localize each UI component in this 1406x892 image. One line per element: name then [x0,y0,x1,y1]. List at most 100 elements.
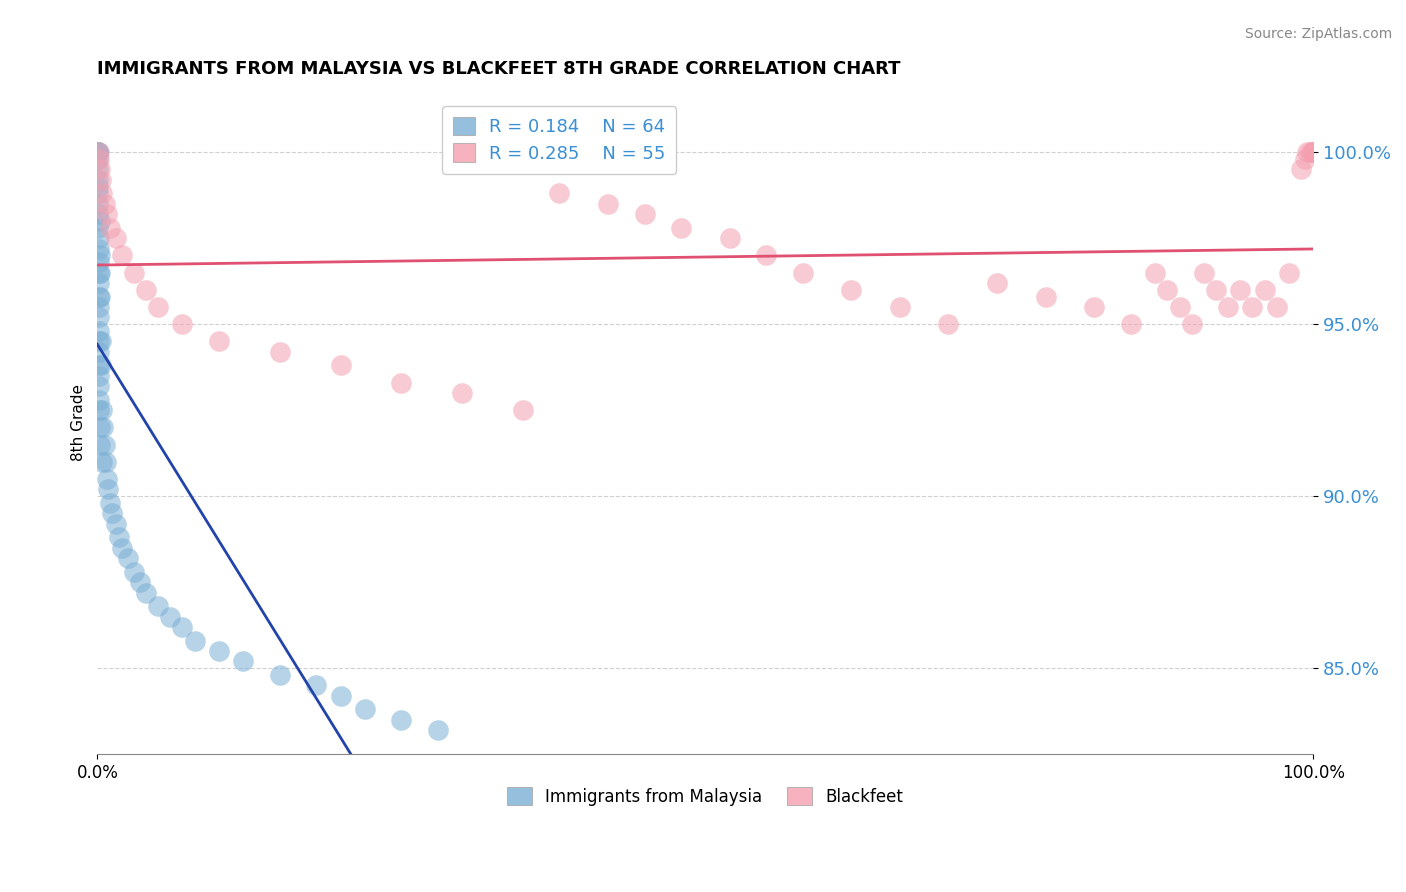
Point [87,145,110,160]
Point [87,145,110,160]
Point [87,290,110,304]
Point [122,266,145,280]
Point [87,310,110,325]
Point [669,220,692,235]
Point [305,678,328,692]
Point [183,633,205,648]
Point [108,531,131,545]
Y-axis label: 8th Grade: 8th Grade [72,384,86,461]
Point [1035,290,1057,304]
Point [718,231,741,245]
Point [1119,317,1142,331]
Point [633,207,655,221]
Point [512,403,534,417]
Point [87,145,110,160]
Point [87,162,110,177]
Point [1218,300,1240,314]
Point [146,300,169,314]
Point [87,276,110,290]
Point [1302,145,1324,160]
Point [1205,283,1227,297]
Point [90,403,112,417]
Point [389,376,412,390]
Point [111,248,134,262]
Point [172,620,194,634]
Point [87,196,110,211]
Point [91,455,114,469]
Point [111,541,134,555]
Point [96,207,118,221]
Point [87,220,110,235]
Point [89,403,111,417]
Point [269,344,291,359]
Point [89,290,111,304]
Point [1144,266,1167,280]
Point [87,231,110,245]
Point [94,455,117,469]
Point [104,516,127,531]
Point [87,152,110,166]
Point [87,242,110,256]
Point [89,359,111,373]
Point [938,317,960,331]
Point [129,575,152,590]
Text: IMMIGRANTS FROM MALAYSIA VS BLACKFEET 8TH GRADE CORRELATION CHART: IMMIGRANTS FROM MALAYSIA VS BLACKFEET 8T… [97,60,901,78]
Point [90,359,112,373]
Point [451,386,474,401]
Point [839,283,862,297]
Point [208,644,231,658]
Point [172,317,194,331]
Point [1229,283,1251,297]
Point [87,255,110,269]
Point [1302,145,1324,160]
Point [89,392,111,407]
Point [329,689,352,703]
Point [122,565,145,579]
Point [1302,145,1324,160]
Point [97,483,120,497]
Point [89,214,111,228]
Point [1265,300,1288,314]
Point [1296,145,1319,160]
Point [89,368,111,383]
Point [89,266,111,280]
Point [1083,300,1105,314]
Point [1253,283,1275,297]
Point [87,334,110,349]
Point [91,186,114,201]
Point [96,472,118,486]
Point [87,145,110,160]
Point [90,172,112,186]
Point [208,334,231,349]
Point [87,172,110,186]
Point [93,420,115,434]
Point [1241,300,1264,314]
Point [1302,145,1324,160]
Point [1168,300,1191,314]
Point [755,248,778,262]
Point [1192,266,1215,280]
Point [135,585,157,599]
Point [87,179,110,194]
Point [1156,283,1178,297]
Point [1181,317,1204,331]
Point [98,496,121,510]
Point [1289,162,1312,177]
Point [87,186,110,201]
Point [269,668,291,682]
Point [93,196,115,211]
Point [986,276,1008,290]
Legend: Immigrants from Malaysia, Blackfeet: Immigrants from Malaysia, Blackfeet [501,780,910,813]
Text: Source: ZipAtlas.com: Source: ZipAtlas.com [1244,27,1392,41]
Point [792,266,814,280]
Point [1302,145,1324,160]
Point [90,334,112,349]
Point [889,300,911,314]
Point [89,162,111,177]
Point [89,248,111,262]
Point [146,599,169,614]
Point [389,713,412,727]
Point [87,145,110,160]
Point [1278,266,1301,280]
Point [89,379,111,393]
